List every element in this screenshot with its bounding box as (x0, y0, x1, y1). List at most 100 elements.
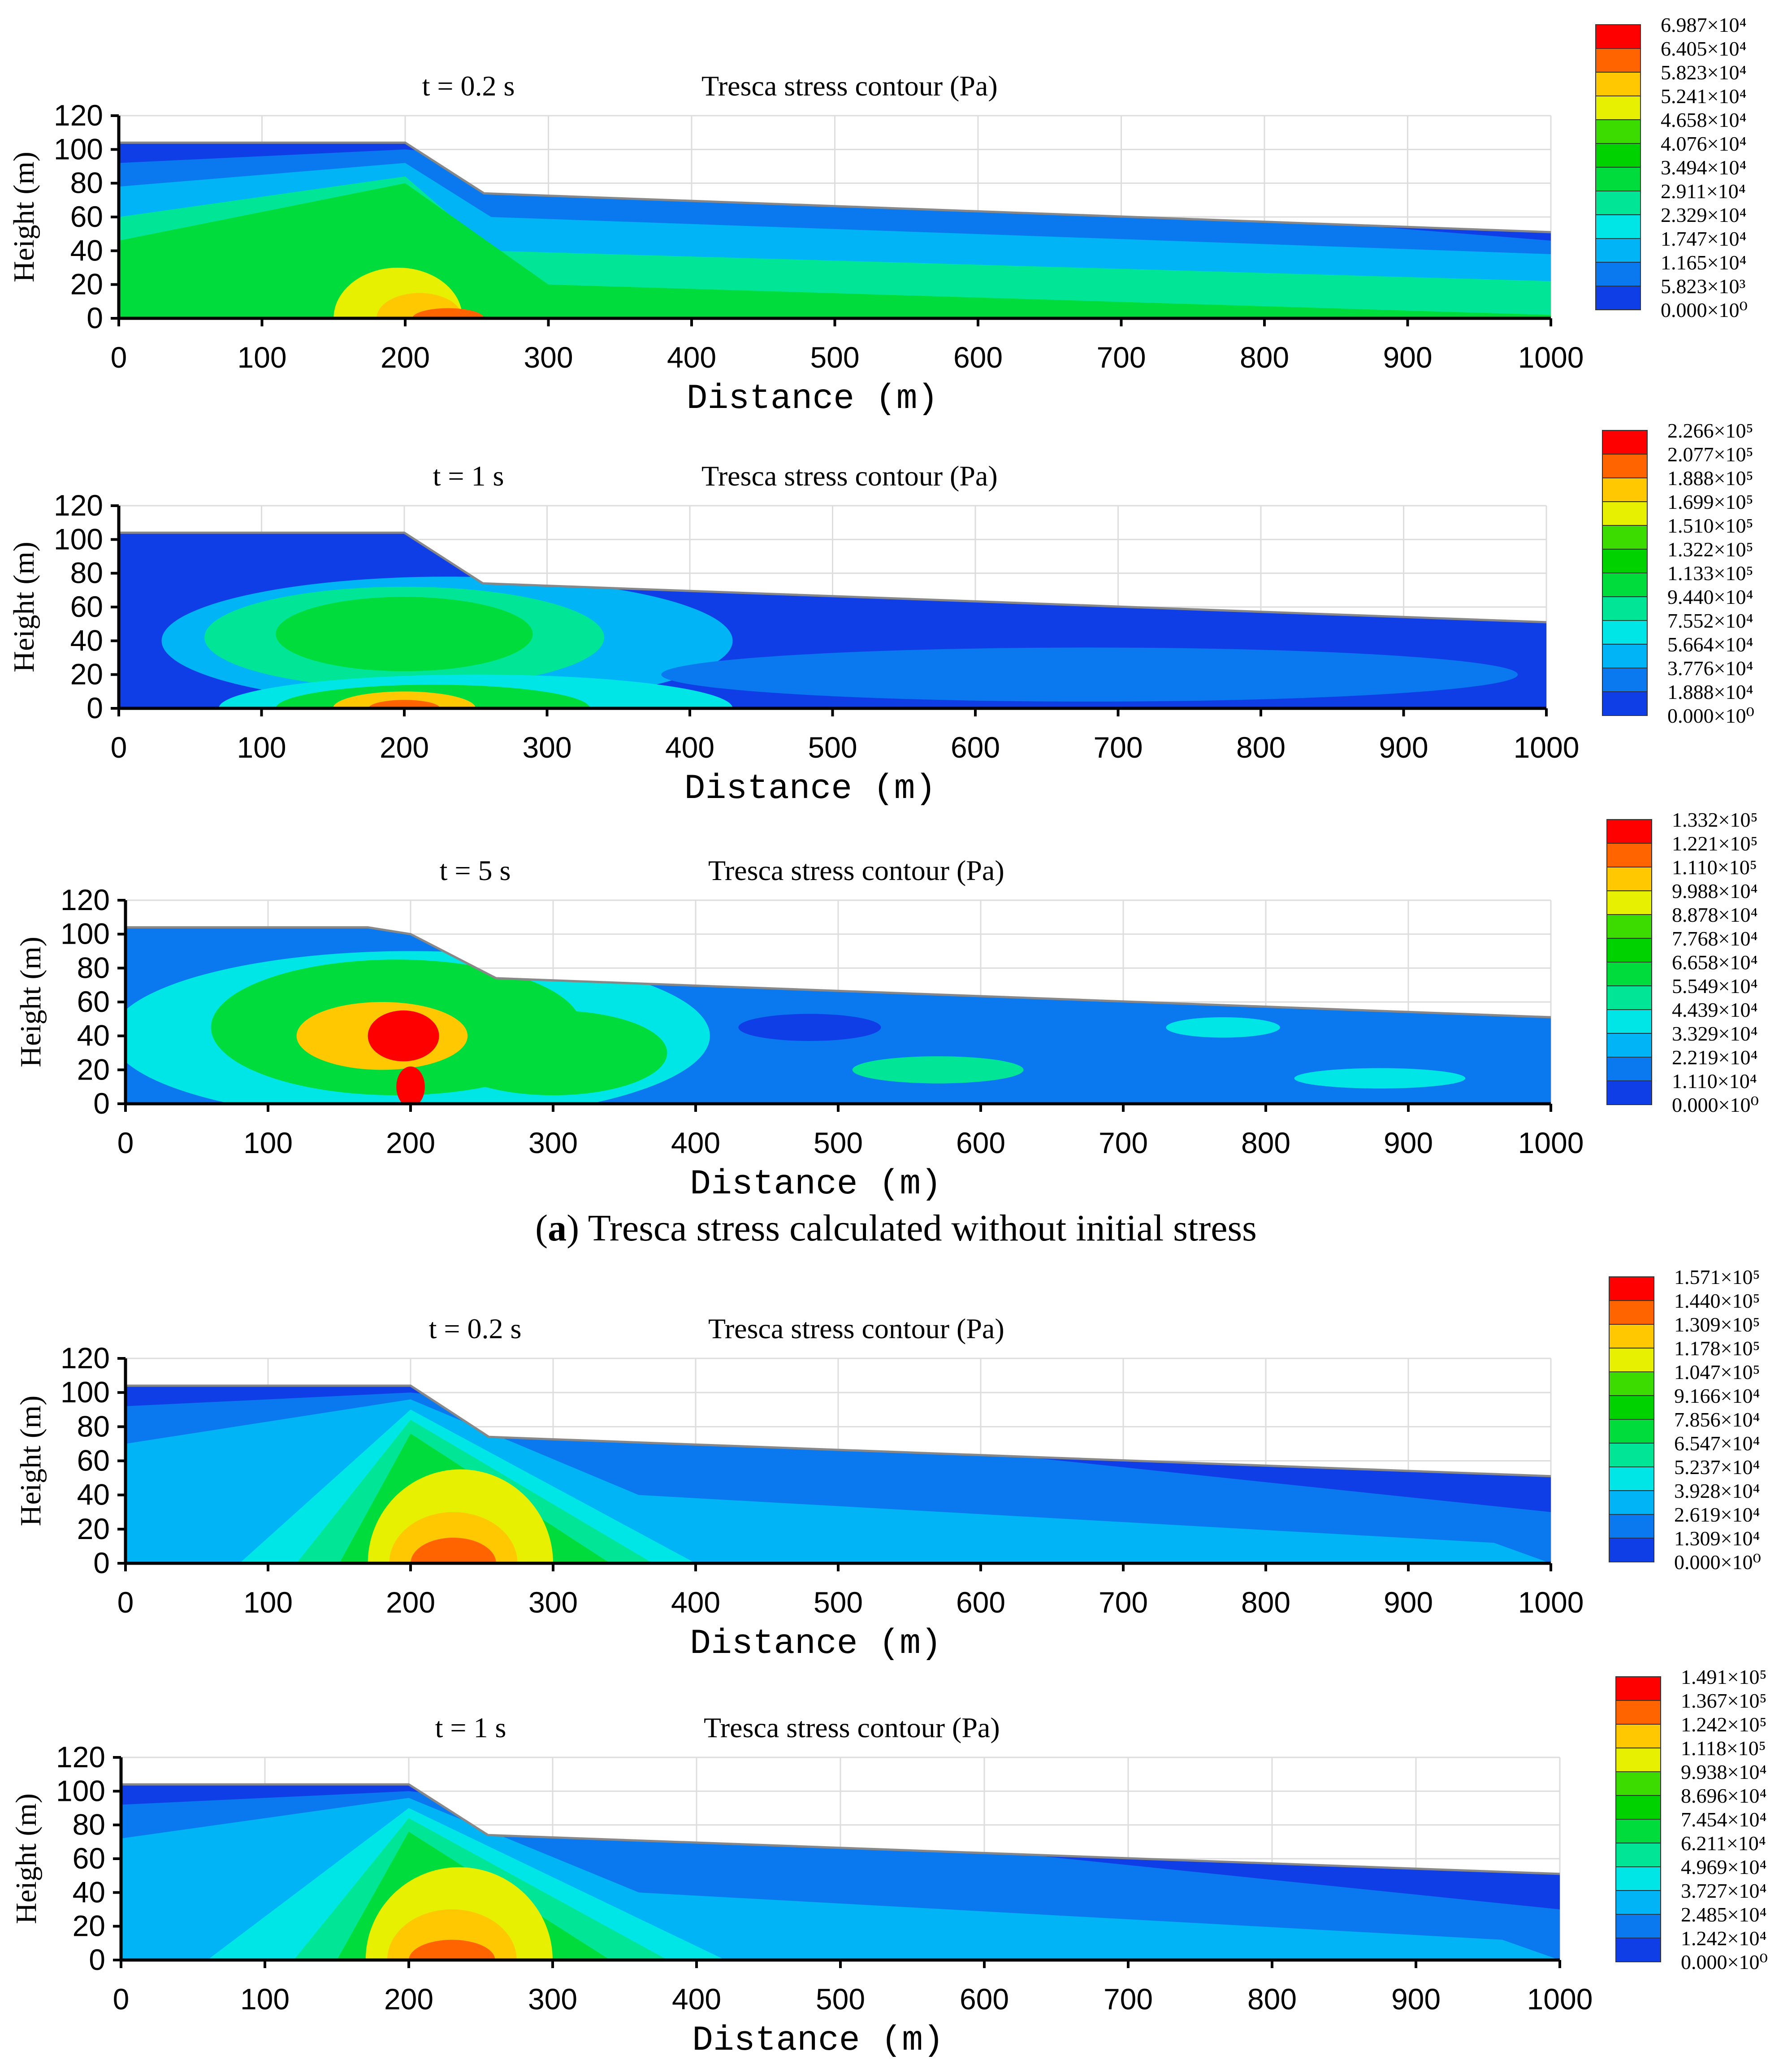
contour-band (119, 183, 1551, 318)
legend-swatch (1609, 1466, 1654, 1491)
legend-swatch (1602, 668, 1648, 692)
legend-swatch (1606, 867, 1652, 891)
legend-swatch (1615, 1890, 1661, 1915)
legend-label: 1.747×10⁴ (1661, 227, 1746, 250)
x-tick-label: 700 (1099, 1586, 1148, 1619)
chart-panel-4: 0 100 200 300 400 500 600 700 800 900 100002040608… (14, 1266, 1761, 1664)
legend-label: 4.969×10⁴ (1681, 1856, 1766, 1878)
legend-swatch (1609, 1419, 1654, 1444)
legend-label: 3.727×10⁴ (1681, 1879, 1766, 1902)
legend-label: 9.440×10⁴ (1667, 585, 1753, 608)
x-tick-label: 800 (1241, 1586, 1290, 1619)
x-tick-label: 800 (1236, 731, 1286, 764)
y-tick-label: 20 (70, 268, 103, 301)
y-tick-label: 20 (77, 1053, 110, 1086)
y-tick-label: 40 (70, 234, 103, 267)
x-tick-label: 500 (816, 1982, 865, 2016)
legend-swatch (1615, 1700, 1661, 1725)
x-tick-label: 100 (243, 1126, 293, 1159)
y-axis-label: Height (m) (14, 1396, 47, 1526)
legend-swatch (1609, 1538, 1654, 1562)
legend-label: 1.322×10⁵ (1667, 538, 1753, 561)
legend-label: 1.699×10⁵ (1667, 490, 1753, 513)
legend-label: 1.110×10⁵ (1672, 856, 1757, 879)
x-axis-label: Distance (m) (687, 379, 939, 419)
x-axis-label: Distance (m) (690, 1624, 942, 1664)
legend-swatch (1606, 890, 1652, 915)
legend-label: 1.242×10⁵ (1681, 1713, 1766, 1736)
y-tick-label: 80 (77, 951, 110, 984)
legend-label: 9.938×10⁴ (1681, 1761, 1766, 1783)
legend-swatch (1609, 1443, 1654, 1467)
time-label: t = 5 s (440, 854, 511, 886)
chart-title: Tresca stress contour (Pa) (704, 1712, 1000, 1743)
y-tick-label: 60 (77, 1444, 110, 1477)
x-tick-label: 400 (671, 1586, 720, 1619)
x-tick-label: 100 (240, 1982, 290, 2016)
y-tick-label: 60 (73, 1842, 105, 1875)
x-tick-label: 700 (1093, 731, 1143, 764)
x-tick-label: 300 (528, 1982, 577, 2016)
legend-label: 1.242×10⁴ (1681, 1927, 1766, 1950)
legend-label: 9.988×10⁴ (1672, 880, 1757, 902)
legend-label: 0.000×10⁰ (1674, 1551, 1761, 1574)
x-tick-label: 100 (237, 341, 286, 374)
x-tick-label: 1000 (1518, 1126, 1584, 1159)
time-label: t = 1 s (435, 1712, 506, 1743)
y-tick-label: 0 (93, 1087, 110, 1120)
legend-swatch (1615, 1676, 1661, 1701)
legend-label: 2.619×10⁴ (1674, 1503, 1760, 1526)
legend-swatch (1606, 819, 1652, 844)
contour-blob (333, 691, 476, 708)
caption-letter: a (548, 1207, 567, 1249)
x-tick-label: 700 (1096, 341, 1146, 374)
chart-title: Tresca stress contour (Pa) (708, 1313, 1004, 1344)
legend-swatch (1615, 1771, 1661, 1796)
legend-swatch (1595, 143, 1641, 168)
x-tick-label: 200 (384, 1982, 433, 2016)
x-tick-label: 500 (814, 1126, 863, 1159)
legend-label: 1.367×10⁵ (1681, 1689, 1766, 1712)
legend-swatch (1595, 167, 1641, 191)
legend-swatch (1606, 962, 1652, 986)
legend-swatch (1609, 1514, 1654, 1539)
x-tick-label: 1000 (1527, 1982, 1593, 2016)
y-tick-label: 120 (54, 489, 103, 522)
y-tick-label: 20 (77, 1512, 110, 1545)
contour-blob (439, 1010, 667, 1096)
surface-line (119, 531, 1547, 624)
legend-swatch (1595, 262, 1641, 286)
x-tick-label: 900 (1384, 1586, 1433, 1619)
x-tick-label: 300 (522, 731, 571, 764)
legend-label: 1.221×10⁵ (1672, 832, 1757, 855)
legend-swatch (1602, 691, 1648, 716)
x-tick-label: 800 (1241, 1126, 1290, 1159)
legend-label: 6.211×10⁴ (1681, 1832, 1766, 1855)
y-tick-label: 60 (70, 590, 103, 623)
x-axis-label: Distance (m) (690, 1165, 942, 1204)
legend-label: 5.664×10⁴ (1667, 633, 1753, 656)
x-tick-label: 0 (111, 731, 127, 764)
legend-swatch (1602, 477, 1648, 502)
legend-swatch (1606, 1009, 1652, 1034)
chart-panel-3: 0 100 200 300 400 500 600 700 800 900 100002040608… (14, 808, 1759, 1204)
x-tick-label: 400 (665, 731, 714, 764)
legend-label: 5.241×10⁴ (1661, 85, 1746, 108)
x-tick-label: 200 (380, 731, 429, 764)
y-axis-label: Height (m) (14, 937, 47, 1067)
figure-caption: (a) Tresca stress calculated without ini… (535, 1207, 1257, 1249)
legend-swatch (1615, 1866, 1661, 1891)
legend-label: 1.165×10⁴ (1661, 251, 1746, 274)
y-tick-label: 100 (61, 917, 110, 950)
contour-blob (365, 1867, 553, 1960)
legend-swatch (1606, 938, 1652, 963)
x-tick-label: 0 (111, 341, 127, 374)
legend-label: 4.439×10⁴ (1672, 998, 1757, 1021)
x-tick-label: 600 (960, 1982, 1009, 2016)
legend-label: 6.405×10⁴ (1661, 37, 1746, 60)
x-tick-label: 300 (528, 1126, 578, 1159)
legend-label: 1.178×10⁵ (1674, 1337, 1760, 1360)
y-tick-label: 0 (89, 1943, 105, 1976)
legend-swatch (1609, 1371, 1654, 1396)
legend-swatch (1606, 985, 1652, 1010)
